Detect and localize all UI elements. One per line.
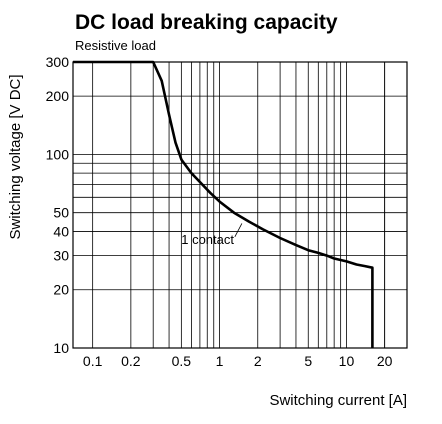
y-tick-label: 50: [53, 205, 69, 221]
tick-labels: 0.1 0.2 0.5 1 2 5 10 20 10 20 30 40 50 100 200 300: [46, 54, 393, 369]
y-tick-label: 20: [53, 282, 69, 298]
x-tick-label: 0.2: [121, 353, 141, 369]
x-tick-label: 2: [254, 353, 262, 369]
x-axis-label: Switching current [A]: [269, 392, 407, 409]
y-tick-label: 10: [53, 340, 69, 356]
y-tick-label: 300: [46, 54, 70, 70]
annotation-leader: [234, 223, 243, 238]
y-tick-label: 200: [46, 88, 70, 104]
chart-subtitle: Resistive load: [75, 38, 156, 53]
y-axis-label: Switching voltage [V DC]: [7, 74, 24, 239]
curve-1-contact: [73, 60, 374, 348]
y-tick-label: 40: [53, 223, 69, 239]
curve-layer: [73, 60, 374, 348]
x-tick-label: 0.5: [172, 353, 192, 369]
x-tick-label: 10: [339, 353, 355, 369]
x-tick-label: 20: [377, 353, 393, 369]
plot-frame: [72, 61, 408, 349]
grid: [72, 61, 408, 349]
chart-title: DC load breaking capacity: [75, 11, 338, 34]
y-tick-label: 100: [46, 146, 70, 162]
x-tick-label: 1: [216, 353, 224, 369]
y-tick-label: 30: [53, 248, 69, 264]
x-tick-label: 0.1: [83, 353, 103, 369]
annotation-1-contact: 1 contact: [181, 232, 234, 247]
x-tick-label: 5: [304, 353, 312, 369]
